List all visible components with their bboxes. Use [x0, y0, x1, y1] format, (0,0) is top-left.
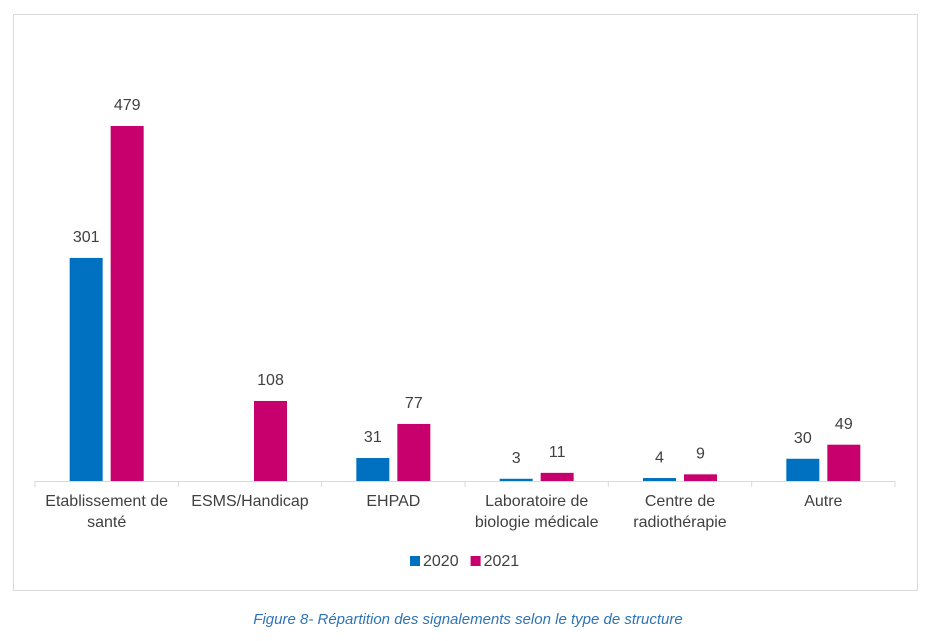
- x-tick-label: ESMS/Handicap: [191, 493, 309, 510]
- bar: [643, 478, 676, 481]
- bar: [69, 257, 103, 481]
- bar: [540, 472, 574, 481]
- bar: [397, 423, 431, 481]
- x-tick-label: Centre de radiothérapie: [633, 493, 727, 531]
- bar: [684, 474, 717, 481]
- data-label: 11: [549, 444, 566, 461]
- data-label: 49: [835, 416, 853, 433]
- data-label: 479: [114, 97, 141, 114]
- data-label: 77: [405, 395, 423, 412]
- legend-swatch: [410, 556, 420, 566]
- data-label: 30: [794, 430, 812, 447]
- bar: [110, 126, 144, 481]
- x-tick-label: EHPAD: [366, 493, 421, 510]
- legend-swatch: [470, 556, 481, 566]
- bar: [356, 458, 390, 481]
- bar: [254, 400, 287, 481]
- legend-label: 2021: [484, 553, 520, 570]
- caption: Figure 8- Répartition des signalements s…: [253, 611, 683, 628]
- data-label: 3: [512, 450, 521, 467]
- x-tick-label: Laboratoire de biologie médicale: [474, 493, 599, 531]
- data-label: 108: [257, 372, 284, 389]
- bar: [499, 478, 533, 481]
- data-label: 9: [696, 446, 705, 463]
- x-tick-label: Etablissement de santé: [45, 493, 169, 531]
- x-tick-label: Autre: [804, 493, 843, 510]
- data-label: 4: [655, 449, 664, 466]
- bar: [827, 444, 861, 481]
- chart-border: [13, 14, 918, 591]
- data-label: 31: [364, 429, 382, 446]
- bar: [786, 458, 820, 481]
- legend-label: 2020: [423, 553, 459, 570]
- data-label: 301: [73, 229, 100, 246]
